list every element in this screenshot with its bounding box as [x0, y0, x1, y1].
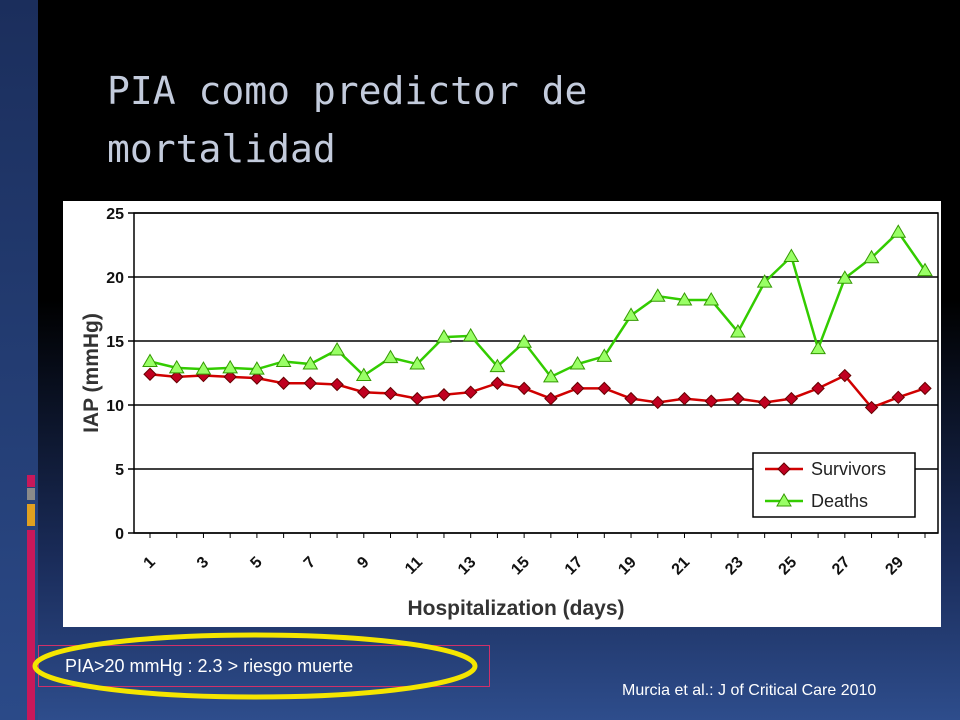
marker — [544, 391, 558, 406]
marker — [355, 367, 372, 382]
series-line — [149, 230, 927, 379]
marker — [250, 371, 264, 385]
marker — [463, 385, 478, 399]
marker — [891, 390, 905, 405]
marker — [677, 391, 692, 406]
x-tick-label: 13 — [455, 554, 480, 579]
marker — [596, 348, 613, 362]
x-tick-label: 15 — [508, 554, 533, 579]
slide-title: PIA como predictor de mortalidad — [107, 69, 588, 171]
marker — [811, 381, 825, 396]
y-tick-label: 10 — [106, 398, 124, 415]
marker — [223, 370, 237, 384]
x-tick-label: 3 — [194, 554, 212, 572]
marker — [756, 274, 773, 288]
y-tick-label: 0 — [115, 526, 124, 543]
x-tick-label: 11 — [402, 554, 426, 578]
marker — [490, 376, 505, 390]
marker — [382, 349, 399, 364]
marker — [302, 356, 319, 370]
decor-block — [27, 475, 35, 487]
marker — [864, 400, 879, 415]
x-tick-label: 9 — [354, 554, 372, 572]
marker — [276, 376, 291, 390]
marker — [676, 292, 693, 306]
y-axis-title: IAP (mmHg) — [80, 313, 103, 433]
plot-frame — [133, 212, 939, 534]
decor-block — [27, 488, 35, 500]
x-tick-label: 19 — [615, 554, 640, 579]
x-tick-label: 5 — [247, 554, 265, 572]
note: PIA>20 mmHg : 2.3 > riesgo muerte — [38, 645, 490, 687]
marker — [329, 341, 345, 356]
marker — [330, 377, 344, 392]
marker — [542, 368, 559, 383]
y-tick-label: 25 — [106, 206, 124, 223]
decor-block — [27, 504, 35, 526]
marker — [649, 288, 666, 302]
marker — [777, 462, 791, 476]
marker — [784, 391, 799, 406]
decor-block — [27, 530, 35, 720]
marker — [917, 262, 933, 277]
x-tick-label: 21 — [669, 554, 694, 579]
x-tick-label: 29 — [882, 554, 907, 579]
marker — [890, 224, 907, 238]
marker — [168, 359, 185, 374]
marker — [731, 391, 745, 406]
marker — [651, 395, 665, 410]
marker — [570, 381, 585, 396]
marker — [409, 356, 426, 370]
marker — [383, 386, 398, 401]
marker — [704, 394, 718, 408]
marker — [517, 381, 531, 396]
x-tick-label: 7 — [301, 554, 319, 572]
marker — [462, 327, 479, 342]
marker — [489, 358, 506, 373]
marker — [170, 370, 184, 384]
marker — [195, 361, 212, 375]
marker — [776, 493, 792, 507]
marker — [437, 388, 451, 402]
marker — [303, 376, 318, 390]
marker — [143, 367, 157, 381]
x-tick-label: 17 — [562, 554, 587, 579]
series-line — [149, 373, 926, 410]
marker — [410, 391, 424, 406]
marker — [275, 353, 292, 367]
legend-label: Survivors — [811, 459, 886, 479]
marker — [624, 391, 638, 406]
legend-label: Deaths — [811, 491, 868, 511]
y-tick-label: 5 — [115, 462, 124, 479]
marker — [757, 395, 772, 410]
marker — [222, 359, 239, 374]
marker — [730, 324, 746, 338]
marker — [597, 381, 612, 396]
marker — [810, 340, 826, 355]
x-tick-label: 27 — [829, 554, 854, 579]
marker — [703, 292, 720, 306]
marker — [623, 307, 639, 321]
citation: Murcia et al.: J of Critical Care 2010 — [622, 682, 877, 699]
x-axis-title: Hospitalization (days) — [407, 597, 624, 620]
marker — [569, 356, 586, 370]
x-tick-label: 23 — [722, 554, 747, 579]
marker — [142, 353, 158, 367]
x-tick-label: 25 — [776, 554, 801, 579]
marker — [357, 385, 371, 399]
marker — [836, 270, 853, 284]
x-tick-label: 1 — [141, 554, 159, 572]
marker — [516, 334, 533, 348]
marker — [783, 248, 800, 263]
y-tick-label: 15 — [106, 334, 124, 351]
marker — [838, 368, 852, 383]
marker — [436, 329, 452, 343]
marker — [249, 361, 265, 375]
marker — [863, 249, 880, 264]
y-tick-label: 20 — [106, 270, 124, 287]
marker — [918, 381, 932, 396]
